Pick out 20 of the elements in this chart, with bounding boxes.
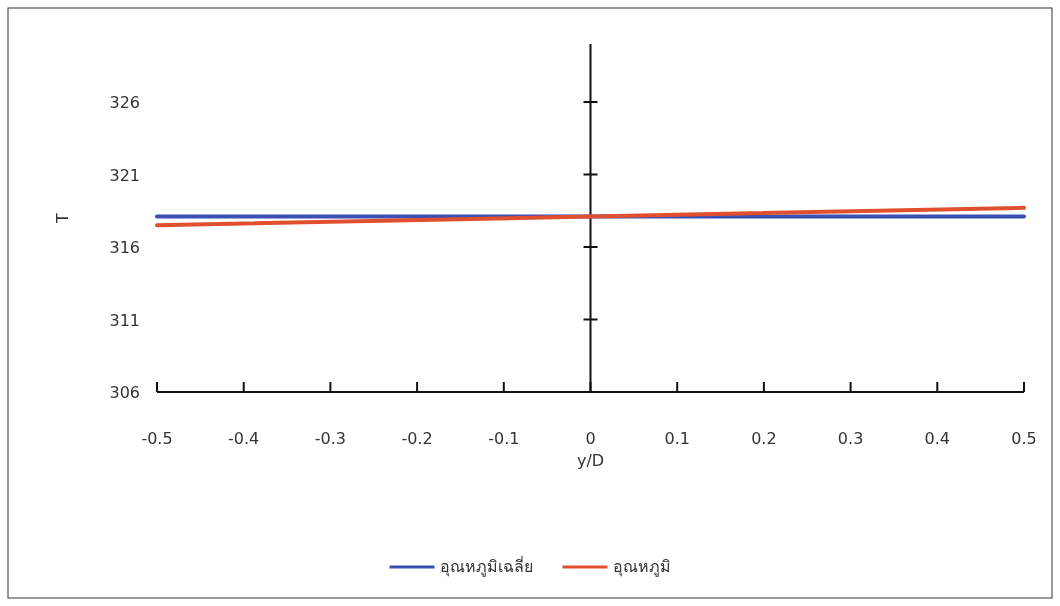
y-axis-title: T <box>53 212 72 224</box>
x-tick-label: -0.3 <box>314 429 347 448</box>
y-tick-label: 326 <box>109 93 140 112</box>
x-tick-label: -0.2 <box>401 429 433 448</box>
y-tick-label: 311 <box>109 310 140 330</box>
x-tick-label: 0.5 <box>1011 429 1037 448</box>
x-tick-label: -0.1 <box>488 429 520 448</box>
x-axis-title: y/D <box>576 451 605 470</box>
x-tick-label: 0.4 <box>924 429 951 448</box>
legend-label: อุณหภูมิเฉลี่ย <box>439 555 533 577</box>
x-tick-label: -0.4 <box>228 429 260 448</box>
x-tick-label: 0.1 <box>664 429 690 448</box>
x-tick-label: -0.5 <box>141 429 173 448</box>
y-tick-label: 306 <box>109 383 140 402</box>
x-tick-label: 0 <box>585 429 596 448</box>
legend-label: อุณหภูมิ <box>612 557 671 577</box>
y-tick-label: 316 <box>109 238 140 257</box>
y-tick-label: 321 <box>109 165 140 185</box>
x-tick-label: 0.3 <box>837 429 864 448</box>
x-tick-label: 0.2 <box>751 429 777 448</box>
